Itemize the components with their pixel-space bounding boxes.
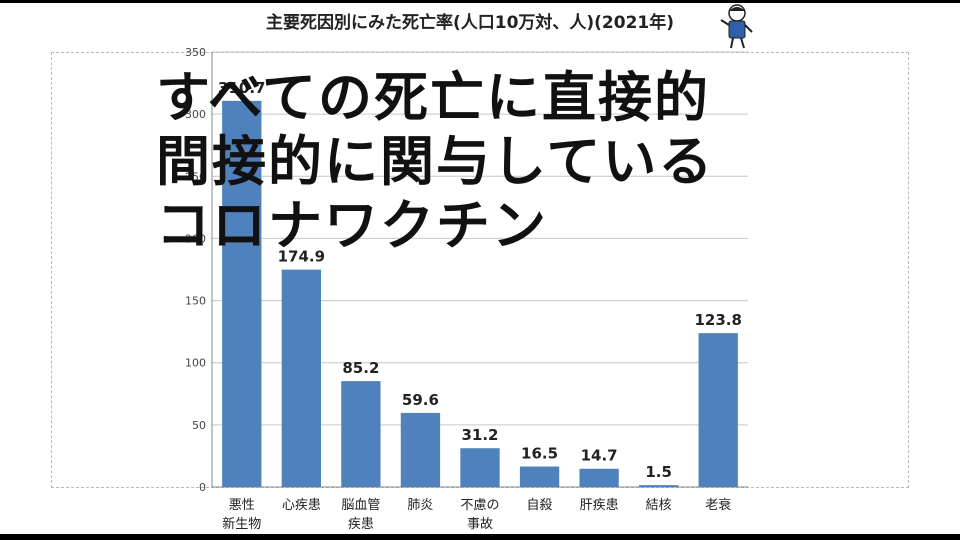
bar-value-label: 85.2 [342,359,379,377]
x-category-label-line: 脳血管 [341,498,380,513]
x-category-label-line: 自殺 [527,498,553,513]
y-tick-label: 350 [185,46,206,59]
bar-value-label: 1.5 [645,463,672,481]
x-category-label: 老衰 [705,497,731,513]
x-category-label: 脳血管疾患 [341,498,380,532]
y-tick-label: 0 [199,481,206,494]
bar [579,468,619,487]
x-category-label-line: 肝疾患 [580,498,619,513]
bar [400,412,441,487]
y-tick-label: 50 [192,419,206,432]
slide-frame [0,3,960,534]
y-tick-label: 100 [185,357,206,370]
bar [281,269,321,487]
y-tick-label: 200 [185,232,206,245]
x-category-label-line: 結核 [646,498,672,513]
x-category-label-line: 心疾患 [282,498,321,513]
x-category-label: 肝疾患 [580,498,619,513]
x-category-label-line: 老衰 [705,497,731,513]
bar [460,448,500,487]
bar [698,333,738,487]
x-category-label-line: 悪性 [229,498,255,513]
bar-value-label: 310.7 [218,79,265,97]
x-category-label-line: 不慮の [460,498,499,513]
y-tick-label: 300 [185,108,206,121]
x-category-label: 自殺 [527,498,553,513]
bar [519,466,560,487]
bar-value-label: 174.9 [278,248,325,266]
x-category-label-line: 肺炎 [407,498,433,513]
bar [222,100,262,487]
bar-value-label: 123.8 [694,311,741,329]
y-tick-label: 150 [185,295,206,308]
person-mascot-icon [720,4,753,49]
bar-value-label: 14.7 [581,447,618,465]
chart-title: 主要死因別にみた死亡率(人口10万対、人)(2021年) [265,13,675,33]
bar [341,381,381,487]
x-category-label-line: 事故 [467,517,493,532]
x-category-label: 不慮の事故 [460,498,499,532]
x-category-label: 結核 [646,498,672,513]
x-category-label: 悪性新生物 [222,498,261,532]
bar-value-label: 31.2 [461,426,498,444]
x-category-label: 心疾患 [282,498,321,513]
bar-value-label: 16.5 [521,444,558,462]
x-category-label-line: 疾患 [348,517,374,532]
bar [639,485,679,487]
bar-value-label: 59.6 [402,391,439,409]
y-tick-label: 250 [185,170,206,183]
x-category-label-line: 新生物 [222,516,261,532]
x-category-label: 肺炎 [407,498,433,513]
